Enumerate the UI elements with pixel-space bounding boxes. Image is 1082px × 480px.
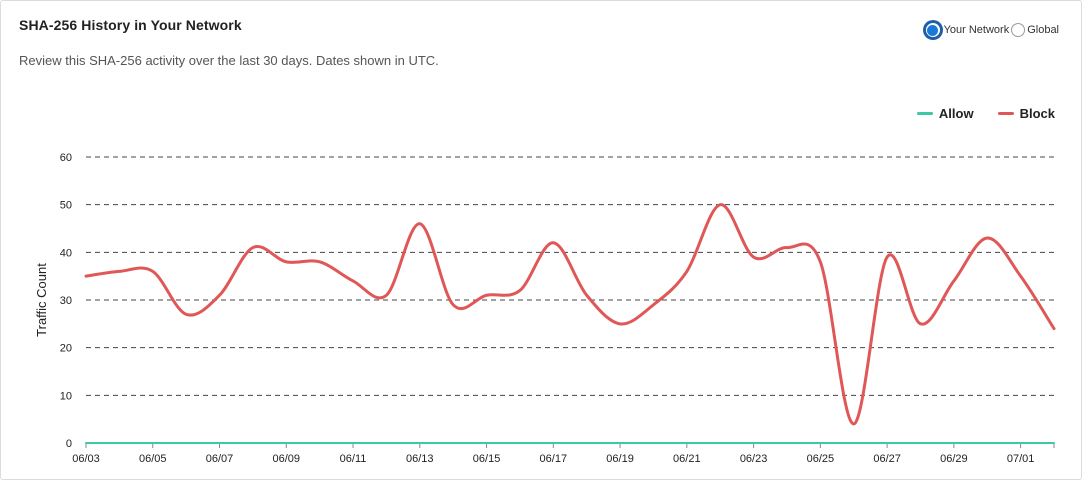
y-tick-label-20: 20 xyxy=(60,343,72,355)
y-axis-title: Traffic Count xyxy=(34,263,49,337)
y-tick-label-0: 0 xyxy=(66,438,72,450)
radio-selected-icon xyxy=(923,21,942,39)
x-tick-label-06/19: 06/19 xyxy=(606,453,634,465)
x-tick-label-06/27: 06/27 xyxy=(873,453,901,465)
panel-title: SHA-256 History in Your Network xyxy=(19,17,242,33)
x-tick-label-06/29: 06/29 xyxy=(940,453,968,465)
legend-label-block: Block xyxy=(1019,106,1055,121)
series-line-block[interactable] xyxy=(84,203,1056,426)
x-tick-label-06/03: 06/03 xyxy=(72,453,100,465)
y-tick-label-10: 10 xyxy=(60,390,72,402)
y-axis-ticks: 0 10 20 30 40 50 60 xyxy=(60,152,72,450)
y-tick-label-50: 50 xyxy=(60,200,72,212)
x-tick-label-06/09: 06/09 xyxy=(273,453,301,465)
x-tick-label-07/01: 07/01 xyxy=(1007,453,1035,465)
chart-legend: Allow Block xyxy=(916,106,1055,121)
x-tick-label-06/07: 06/07 xyxy=(206,453,234,465)
x-tick-label-06/05: 06/05 xyxy=(139,453,167,465)
legend-swatch-block xyxy=(997,112,1014,115)
y-tick-label-60: 60 xyxy=(60,152,72,164)
series-layer xyxy=(84,203,1056,444)
legend-item-block[interactable]: Block xyxy=(997,106,1055,121)
radio-your-network[interactable]: Your Network xyxy=(923,21,1010,39)
radio-your-network-label: Your Network xyxy=(943,24,1010,36)
x-tick-label-06/25: 06/25 xyxy=(807,453,835,465)
x-tick-label-06/11: 06/11 xyxy=(340,453,367,465)
radio-unselected-icon xyxy=(1011,23,1026,37)
x-tick-label-06/21: 06/21 xyxy=(673,453,701,465)
legend-swatch-allow xyxy=(916,112,933,115)
x-tick-label-06/13: 06/13 xyxy=(406,453,434,465)
y-tick-label-30: 30 xyxy=(60,295,72,307)
y-tick-label-40: 40 xyxy=(60,247,72,259)
x-tick-label-06/23: 06/23 xyxy=(740,453,768,465)
radio-global-label: Global xyxy=(1027,24,1059,36)
x-axis-ticks: 06/03 06/05 06/07 06/09 06/11 06/13 06/15 06/17… xyxy=(72,443,1055,465)
x-tick-label-06/15: 06/15 xyxy=(473,453,501,465)
scope-toggle: Your Network Global xyxy=(923,21,1059,39)
radio-global[interactable]: Global xyxy=(1011,23,1059,37)
legend-label-allow: Allow xyxy=(938,106,974,121)
x-tick-label-06/17: 06/17 xyxy=(540,453,568,465)
panel-subtitle: Review this SHA-256 activity over the la… xyxy=(19,53,439,68)
legend-item-allow[interactable]: Allow xyxy=(916,106,974,121)
